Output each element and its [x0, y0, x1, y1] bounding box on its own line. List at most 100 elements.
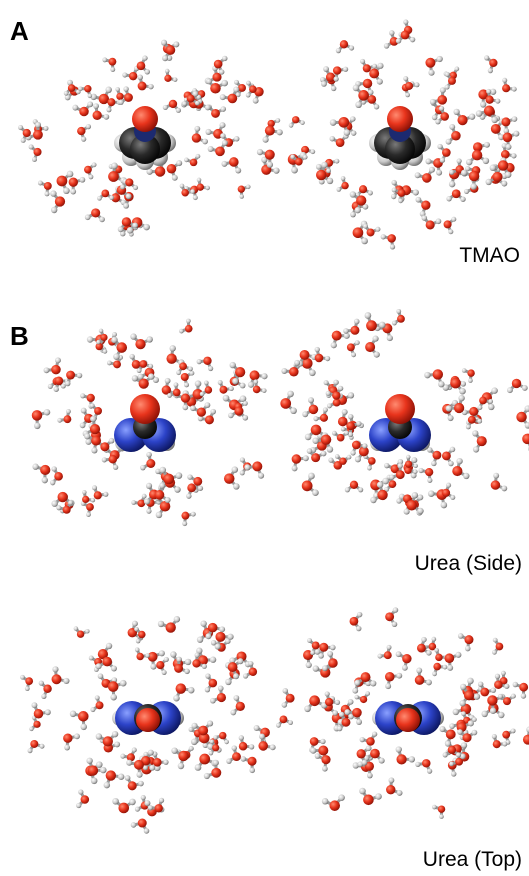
hydrogen	[365, 312, 372, 319]
oxygen	[33, 148, 41, 156]
hydrogen	[458, 633, 464, 639]
hydrogen	[432, 671, 437, 676]
hydrogen	[174, 382, 179, 387]
hydrogen	[435, 119, 440, 124]
hydrogen	[460, 381, 466, 387]
hydrogen	[259, 733, 265, 739]
water	[302, 473, 319, 496]
hydrogen	[456, 158, 461, 163]
hydrogen	[310, 149, 315, 154]
oxygen	[125, 178, 133, 186]
oxygen	[107, 98, 115, 106]
oxygen	[289, 367, 299, 377]
hydrogen	[501, 485, 507, 491]
hydrogen	[163, 759, 168, 764]
oxygen	[350, 617, 359, 626]
hydrogen	[97, 196, 102, 201]
oxygen	[280, 398, 291, 409]
water	[472, 430, 487, 452]
hydrogen	[35, 122, 41, 128]
hydrogen	[360, 737, 365, 742]
oxygen	[396, 754, 406, 764]
oxygen	[503, 132, 513, 142]
hydrogen	[470, 183, 476, 189]
hydrogen	[68, 500, 73, 505]
hydrogen	[511, 153, 516, 158]
oxygen	[309, 695, 320, 706]
hydrogen	[237, 658, 243, 664]
hydrogen	[463, 473, 469, 479]
hydrogen	[410, 37, 415, 42]
oxygen	[360, 696, 367, 703]
hydrogen	[173, 77, 178, 82]
hydrogen	[443, 665, 448, 670]
hydrogen	[308, 397, 314, 403]
hydrogen	[443, 752, 448, 757]
hydrogen	[469, 114, 475, 120]
hydrogen	[232, 466, 239, 473]
water	[315, 753, 331, 771]
water	[90, 695, 103, 712]
hydrogen	[388, 777, 394, 783]
oxygen	[350, 481, 358, 489]
hydrogen	[159, 467, 166, 474]
hydrogen	[341, 176, 346, 181]
oxygen	[211, 768, 221, 778]
hydrogen	[322, 665, 328, 671]
hydrogen	[502, 741, 507, 746]
water	[179, 319, 192, 334]
hydrogen	[174, 616, 180, 622]
oxygen	[40, 465, 50, 475]
oxygen	[315, 354, 324, 363]
water	[210, 686, 226, 704]
oxygen	[437, 95, 447, 105]
hydrogen	[512, 116, 518, 122]
hydrogen	[287, 391, 294, 398]
oxygen	[425, 58, 435, 68]
hydrogen	[504, 684, 509, 689]
hydrogen	[111, 163, 118, 170]
water	[418, 468, 433, 483]
water	[111, 337, 127, 360]
oxygen	[32, 410, 42, 420]
oxygen	[448, 77, 456, 85]
hydrogen	[148, 750, 154, 756]
water	[230, 695, 245, 715]
hydrogen	[474, 693, 481, 700]
hydrogen	[31, 702, 37, 708]
oxygen	[321, 434, 331, 444]
oxygen	[325, 698, 333, 706]
hydrogen	[445, 72, 450, 77]
hydrogen	[491, 687, 496, 692]
hydrogen	[431, 637, 436, 642]
oxygen	[185, 325, 193, 333]
hydrogen	[403, 19, 408, 24]
oxygen	[166, 353, 176, 363]
hydrogen	[41, 694, 46, 699]
hydrogen	[309, 369, 316, 376]
oxygen	[209, 679, 218, 688]
hydrogen	[355, 207, 361, 213]
hydrogen	[421, 637, 427, 643]
oxygen	[422, 759, 430, 767]
oxygen	[415, 675, 425, 685]
oxygen	[220, 386, 228, 394]
oxygen	[118, 803, 129, 814]
oxygen	[113, 361, 121, 369]
hydrogen	[387, 645, 392, 650]
oxygen	[78, 711, 89, 722]
hydrogen	[368, 190, 373, 195]
water	[240, 756, 256, 773]
hydrogen	[226, 758, 231, 763]
hydrogen	[331, 342, 337, 348]
water	[39, 681, 52, 699]
hydrogen	[34, 423, 41, 430]
oxygen	[68, 84, 76, 92]
hydrogen	[148, 84, 154, 90]
water	[140, 452, 155, 471]
hydrogen	[473, 446, 479, 452]
water	[63, 733, 80, 750]
hydrogen	[450, 447, 456, 453]
hydrogen	[159, 798, 164, 803]
water	[85, 208, 105, 222]
